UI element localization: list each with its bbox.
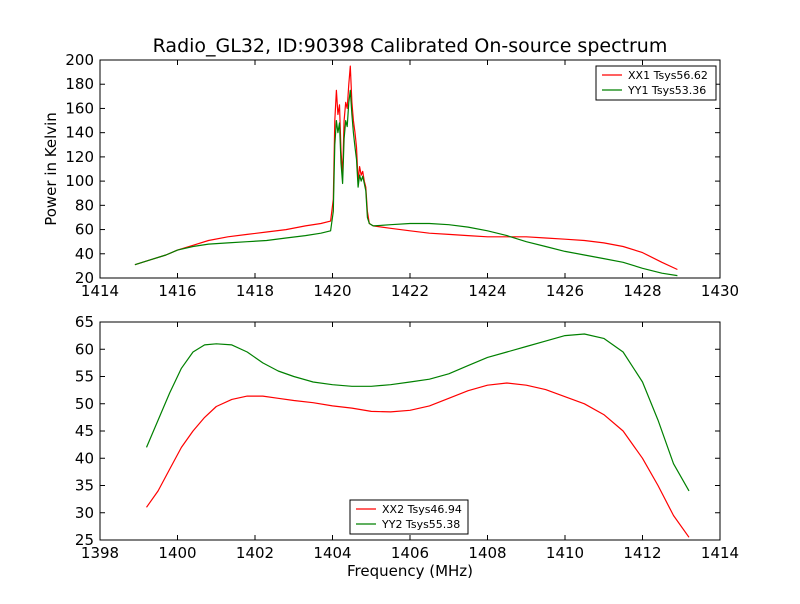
legend-label: XX1 Tsys56.62 <box>628 69 708 82</box>
x-tick-label: 1414 <box>81 282 119 300</box>
series-line-2-2 <box>145 333 690 492</box>
series-line-1-2 <box>134 89 678 277</box>
y-tick-label: 25 <box>75 531 94 549</box>
legend-1: XX1 Tsys56.62 YY1 Tsys53.36 <box>595 65 717 101</box>
y-tick-label: 50 <box>75 395 94 413</box>
chart-panel-1: 1414 1416 1418 1420 1422 1424 1426 1428 1430 20 40… <box>42 35 739 300</box>
y-tick-label: 40 <box>75 449 94 467</box>
y-tick-label: 140 <box>65 124 94 142</box>
y-tick-label: 120 <box>65 148 94 166</box>
x-tick-label: 1430 <box>701 282 739 300</box>
x-tick-label: 1424 <box>468 282 506 300</box>
y-tick-label: 45 <box>75 422 94 440</box>
y-tick-label: 35 <box>75 477 94 495</box>
y-tick-label: 80 <box>75 196 94 214</box>
y-tick-label: 180 <box>65 75 94 93</box>
legend-label: YY2 Tsys55.38 <box>381 518 460 531</box>
x-tick-label: 1402 <box>236 544 274 562</box>
series-line-2-1 <box>146 382 690 538</box>
y-tick-label: 60 <box>75 340 94 358</box>
x-axis-title: Frequency (MHz) <box>347 562 473 580</box>
x-tick-label: 1398 <box>81 544 119 562</box>
x-tick-label: 1410 <box>546 544 584 562</box>
legend-box <box>349 499 469 535</box>
y-tick-label: 200 <box>65 51 94 69</box>
x-tick-label: 1406 <box>391 544 429 562</box>
legend-label: YY1 Tsys53.36 <box>627 84 706 97</box>
y-tick-label: 30 <box>75 504 94 522</box>
x-tick-label: 1426 <box>546 282 584 300</box>
x-tick-label: 1404 <box>313 544 351 562</box>
legend-2: XX2 Tsys46.94 YY2 Tsys55.38 <box>349 499 469 535</box>
x-tick-label: 1408 <box>468 544 506 562</box>
legend-box <box>595 65 717 101</box>
y-tick-label: 55 <box>75 368 94 386</box>
x-tick-label: 1418 <box>236 282 274 300</box>
x-tick-label: 1416 <box>158 282 196 300</box>
x-tick-label: 1422 <box>391 282 429 300</box>
y-tick-label: 160 <box>65 99 94 117</box>
chart-panel-2: 1398 1400 1402 1404 1406 1408 1410 1412 1414 25 30… <box>75 313 739 580</box>
legend-label: XX2 Tsys46.94 <box>382 503 462 516</box>
chart-title: Radio_GL32, ID:90398 Calibrated On-sourc… <box>153 35 668 57</box>
y-axis-title: Power in Kelvin <box>42 112 60 226</box>
y-tick-label: 60 <box>75 221 94 239</box>
x-tick-label: 1420 <box>313 282 351 300</box>
x-tick-label: 1412 <box>623 544 661 562</box>
y-tick-label: 100 <box>65 172 94 190</box>
x-tick-label: 1414 <box>701 544 739 562</box>
y-tick-label: 20 <box>75 269 94 287</box>
x-tick-label: 1428 <box>623 282 661 300</box>
y-tick-label: 40 <box>75 245 94 263</box>
x-tick-label: 1400 <box>158 544 196 562</box>
y-tick-label: 65 <box>75 313 94 331</box>
